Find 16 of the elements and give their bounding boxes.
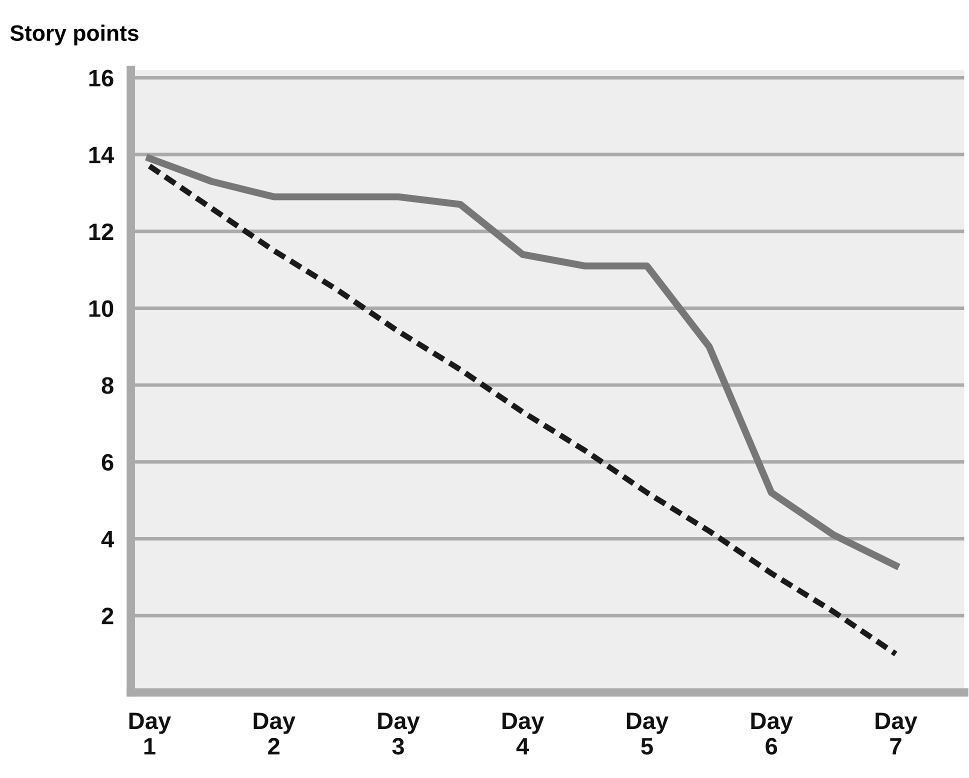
y-tick-label: 10 [89,300,114,318]
y-tick-label: 8 [102,377,114,394]
y-tick-label: 6 [102,454,114,471]
y-tick-label: 2 [102,608,114,624]
x-tick-label: Day 1 [129,712,172,754]
x-tick-label: Day 5 [626,712,669,755]
y-axis-title: Story points [10,24,138,46]
x-tick-label: Day 2 [254,712,296,754]
y-tick-label: 12 [89,223,114,240]
y-tick-label: 4 [101,531,114,548]
x-tick-label: Day 3 [378,712,420,755]
x-tick-label: Day 4 [502,712,544,754]
x-tick-label: Day 7 [876,712,918,754]
y-tick-label: 14 [89,146,114,164]
x-tick-label: Day 6 [751,712,793,755]
y-tick-label: 16 [89,70,114,86]
